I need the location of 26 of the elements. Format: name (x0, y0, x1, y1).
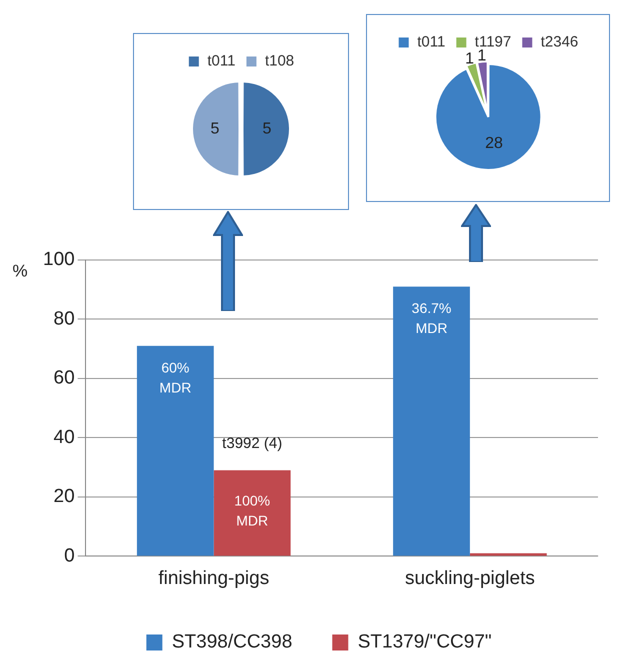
bar (136, 346, 214, 556)
y-tick-label: 20 (54, 486, 75, 508)
bar (393, 286, 470, 556)
legend-label: t011 (207, 52, 236, 70)
y-tick-label: 0 (64, 545, 75, 566)
annotation: 100% MDR (234, 492, 270, 529)
legend-label: t011 (417, 34, 446, 51)
x-tick-label: finishing-pigs (158, 568, 270, 589)
y-tick-label: 80 (54, 308, 75, 330)
legend-label: t108 (264, 52, 294, 70)
data-label: 5 (262, 120, 272, 138)
annotation: t3992 (4) (222, 434, 282, 452)
data-label: 28 (485, 135, 503, 152)
annotation: 60% MDR (159, 359, 192, 396)
x-tick-label: suckling-piglets (404, 568, 535, 589)
data-label: 1 (465, 50, 474, 68)
y-tick-label: 100 (43, 249, 75, 270)
annotation: 36.7% MDR (412, 300, 452, 336)
bar (470, 553, 547, 556)
y-axis-title: % (12, 262, 28, 281)
y-tick-label: 40 (54, 426, 75, 448)
legend-label: ST398/CC398 (172, 632, 292, 653)
legend-label: t2346 (540, 34, 578, 51)
data-label: 5 (210, 120, 220, 138)
legend-label: ST1379/"CC97" (358, 632, 492, 653)
y-tick-label: 60 (54, 368, 75, 389)
